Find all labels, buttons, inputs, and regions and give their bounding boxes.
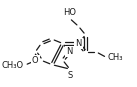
Text: CH₃O: CH₃O xyxy=(2,61,24,70)
Text: CH₃: CH₃ xyxy=(108,53,123,62)
Text: O: O xyxy=(32,56,39,65)
Text: HO: HO xyxy=(63,8,76,17)
Text: S: S xyxy=(67,71,72,80)
Text: N: N xyxy=(75,39,82,48)
Text: N: N xyxy=(67,47,73,56)
